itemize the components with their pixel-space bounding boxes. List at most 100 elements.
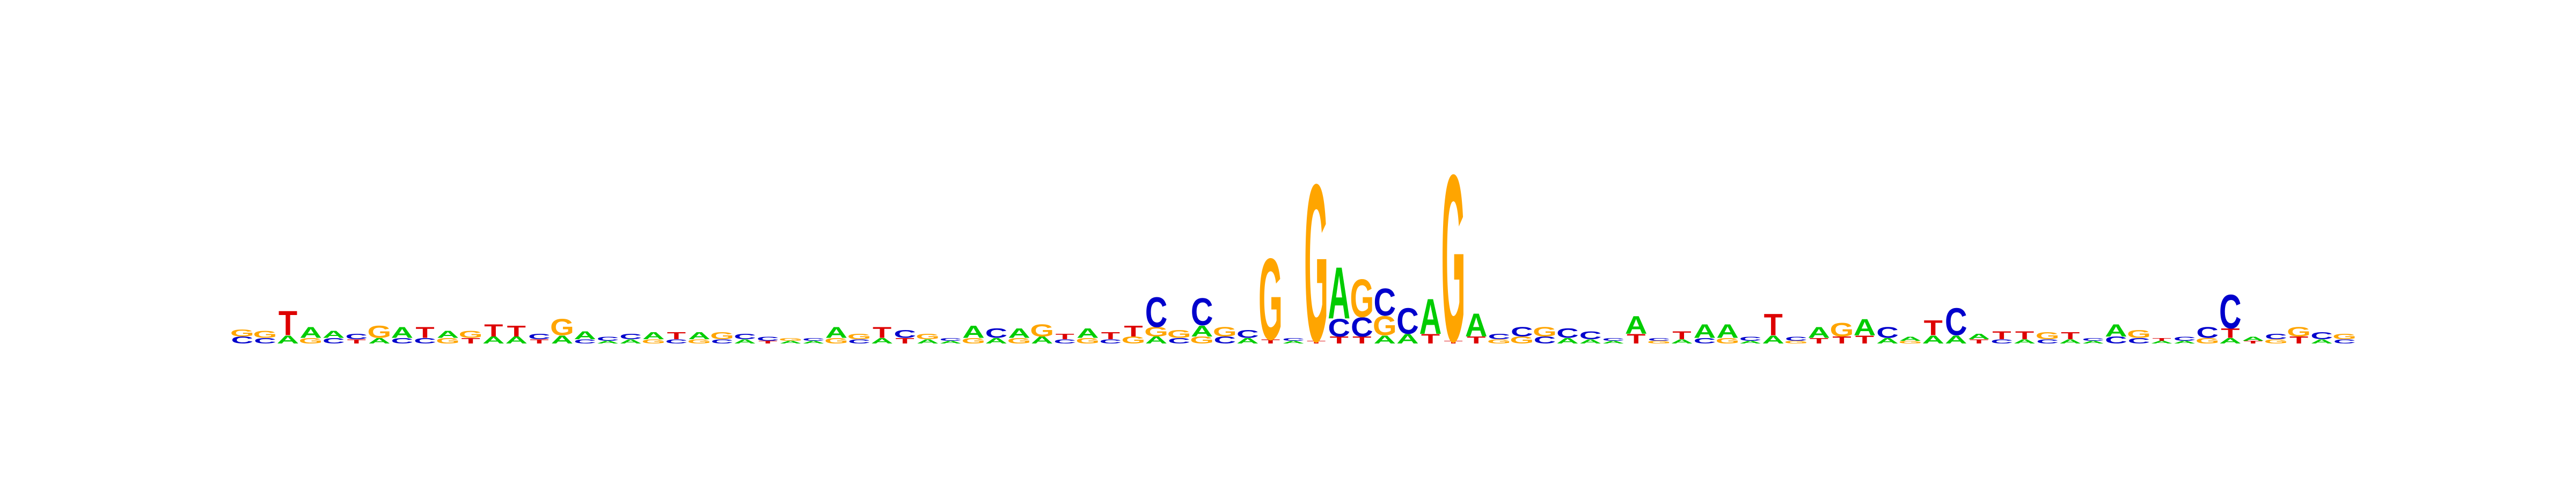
logo-letter-t: T bbox=[1810, 336, 1829, 345]
logo-letter-c: C bbox=[1100, 338, 1122, 345]
logo-letter-g: G bbox=[2264, 338, 2288, 345]
logo-letter-a: A bbox=[985, 336, 1008, 345]
logo-letter-t: T bbox=[1672, 329, 1692, 342]
logo-letter-a: A bbox=[391, 324, 414, 341]
logo-letter-a: A bbox=[2174, 340, 2196, 344]
logo-letter-a: A bbox=[1876, 336, 1899, 345]
logo-letter-t: T bbox=[1330, 335, 1349, 346]
logo-letter-a: A bbox=[1328, 253, 1350, 335]
logo-letter-g: G bbox=[1533, 325, 1557, 340]
logo-letter-c: C bbox=[391, 336, 414, 345]
logo-letter-a: A bbox=[2059, 338, 2082, 345]
logo-letter-a: A bbox=[1716, 320, 1739, 342]
logo-letter-t: T bbox=[1855, 333, 1875, 346]
logo-letter-a: A bbox=[619, 338, 642, 345]
logo-letter-g: G bbox=[2127, 328, 2151, 341]
logo-letter-a: A bbox=[2242, 335, 2265, 342]
logo-letter-c: C bbox=[802, 337, 825, 341]
logo-letter-a: A bbox=[368, 336, 391, 345]
logo-letter-c: C bbox=[1945, 300, 1967, 343]
logo-letter-a: A bbox=[1236, 336, 1259, 345]
logo-letter-g: G bbox=[1213, 325, 1237, 340]
logo-letter-a: A bbox=[1922, 333, 1944, 346]
logo-letter-t: T bbox=[1627, 332, 1645, 347]
logo-letter-t: T bbox=[462, 336, 481, 345]
logo-letter-c: C bbox=[2036, 338, 2059, 345]
logo-letter-a: A bbox=[688, 331, 711, 341]
logo-letter-a: A bbox=[1008, 326, 1030, 341]
logo-letter-g: G bbox=[1830, 319, 1854, 341]
logo-letter-a: A bbox=[1808, 324, 1831, 341]
logo-letter-a: A bbox=[1374, 333, 1396, 346]
logo-letter-g: G bbox=[641, 338, 665, 345]
logo-letter-t: T bbox=[507, 323, 526, 340]
logo-letter-a: A bbox=[2082, 340, 2105, 344]
logo-letter-g: G bbox=[1350, 269, 1374, 329]
logo-letter-a: A bbox=[1579, 338, 1602, 345]
logo-letter-a: A bbox=[1145, 335, 1168, 346]
logo-letter-c: C bbox=[574, 338, 596, 345]
logo-letter-g: G bbox=[2196, 336, 2220, 345]
logo-letter-c: C bbox=[2219, 284, 2242, 339]
logo-letter-g: G bbox=[367, 322, 391, 341]
logo-letter-t: T bbox=[873, 324, 891, 341]
logo-letter-g: G bbox=[1007, 336, 1031, 345]
logo-letter-a: A bbox=[299, 324, 322, 341]
logo-letter-t: T bbox=[347, 338, 366, 345]
logo-letter-c: C bbox=[2105, 335, 2127, 346]
logo-letter-c: C bbox=[1396, 301, 1419, 342]
logo-letter-c: C bbox=[1602, 337, 1624, 341]
logo-letter-c: C bbox=[2196, 324, 2219, 341]
logo-letter-g: G bbox=[1716, 336, 1740, 345]
logo-letter-t: T bbox=[1992, 329, 2011, 342]
logo-letter-c: C bbox=[2333, 338, 2356, 345]
logo-letter-a: A bbox=[2105, 321, 2127, 340]
logo-letter-g: G bbox=[550, 314, 574, 340]
logo-letter-a: A bbox=[1899, 335, 1922, 342]
logo-letter-g: G bbox=[459, 330, 483, 340]
logo-letter-a: A bbox=[551, 333, 574, 346]
logo-letter-g: G bbox=[1304, 138, 1328, 389]
logo-letter-a: A bbox=[597, 340, 619, 344]
logo-letter-t: T bbox=[667, 331, 686, 341]
logo-letter-t: T bbox=[1832, 335, 1851, 346]
logo-letter-c: C bbox=[1191, 290, 1213, 334]
logo-letter-c: C bbox=[1282, 337, 1305, 341]
logo-letter-a: A bbox=[2310, 338, 2333, 345]
logo-letter-t: T bbox=[1056, 332, 1075, 341]
logo-letter-g: G bbox=[1075, 336, 1100, 345]
logo-letter-g: G bbox=[1190, 335, 1214, 346]
logo-letter-t: T bbox=[2152, 337, 2171, 341]
logo-letter-a: A bbox=[1671, 338, 1693, 345]
logo-letter-g: G bbox=[916, 332, 940, 341]
logo-letter-t: T bbox=[2289, 335, 2308, 346]
logo-letter-c: C bbox=[2082, 337, 2105, 341]
logo-letter-c: C bbox=[619, 332, 642, 341]
logo-letter-a: A bbox=[802, 340, 825, 344]
logo-letter-g: G bbox=[436, 336, 460, 345]
logo-letter-g: G bbox=[779, 337, 803, 341]
logo-letter-a: A bbox=[779, 340, 802, 344]
logo-letter-t: T bbox=[484, 321, 503, 340]
logo-letter-t: T bbox=[1924, 316, 1943, 340]
logo-letter-c: C bbox=[1053, 338, 1076, 345]
logo-letter-c: C bbox=[414, 336, 436, 345]
logo-letter-a: A bbox=[1031, 335, 1053, 346]
logo-letter-a: A bbox=[1739, 340, 1762, 344]
logo-letter-g: G bbox=[299, 336, 323, 345]
logo-letter-c: C bbox=[734, 332, 756, 341]
logo-letter-t: T bbox=[1124, 323, 1143, 340]
logo-letter-c: C bbox=[1579, 329, 1602, 342]
logo-letter-a: A bbox=[323, 330, 345, 340]
logo-letter-t: T bbox=[758, 340, 777, 344]
logo-letter-t: T bbox=[896, 336, 915, 345]
logo-letter-c: C bbox=[345, 332, 368, 341]
logo-letter-g: G bbox=[1258, 233, 1283, 364]
logo-letter-g: G bbox=[1144, 325, 1168, 340]
logo-letter-c: C bbox=[231, 335, 253, 346]
logo-letter-c: C bbox=[323, 336, 345, 345]
logo-letter-t: T bbox=[2244, 340, 2263, 344]
logo-letter-g: G bbox=[230, 328, 254, 339]
logo-letter-g: G bbox=[1647, 340, 1671, 344]
